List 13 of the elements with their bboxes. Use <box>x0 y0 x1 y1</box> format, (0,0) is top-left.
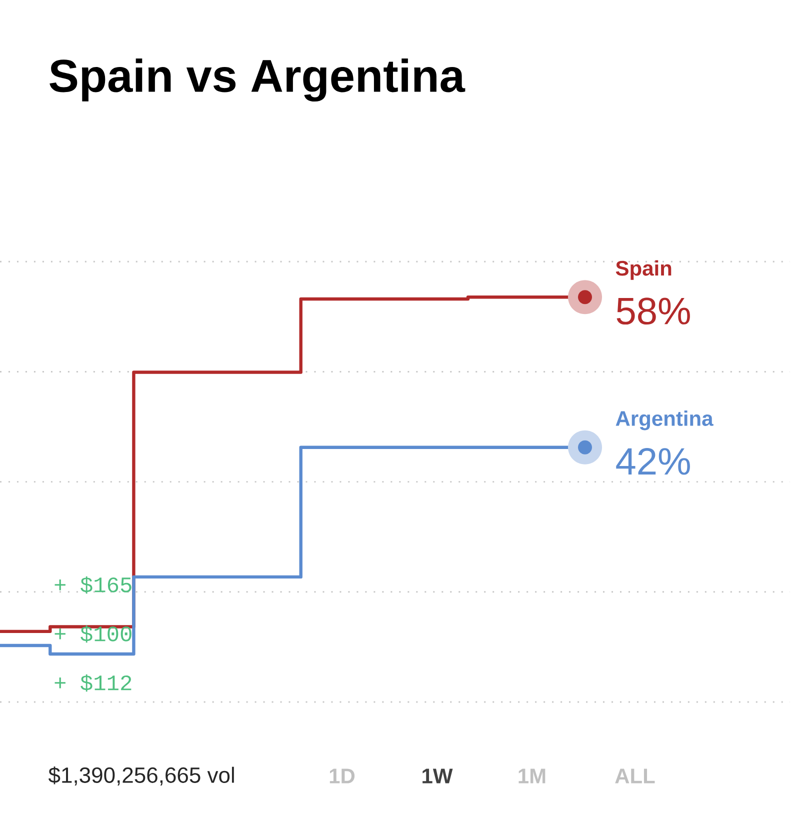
text: 1M <box>518 768 546 784</box>
series-label: Spain <box>616 260 672 280</box>
text: 1W <box>422 768 453 784</box>
data-label: 42% <box>616 448 690 475</box>
text: + $112 <box>54 674 132 692</box>
chart-title: Spain vs Argentina <box>50 58 466 102</box>
data-label: 58% <box>616 298 690 325</box>
text: ALL <box>615 768 655 784</box>
annotation: + $165 <box>54 576 132 594</box>
text: 1D <box>330 768 355 784</box>
text: $1,390,256,665 vol <box>48 766 234 786</box>
series-label: Argentina <box>616 410 714 430</box>
annotation: + $100 <box>54 625 132 643</box>
